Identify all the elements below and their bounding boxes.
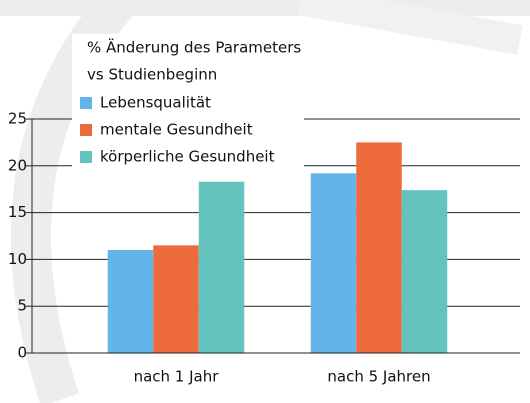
y-tick-label: 5 [17,297,27,315]
y-tick-label: 10 [8,250,27,268]
x-tick-label: nach 1 Jahr [134,368,220,386]
y-tick-label: 15 [8,203,27,221]
bar [198,181,245,353]
bar [153,245,199,353]
legend-title: % Änderung des Parameters [87,38,301,57]
legend-label: körperliche Gesundheit [100,148,275,166]
background-arc [297,0,523,55]
legend-label: Lebensqualität [100,94,211,112]
plot: 0 5 10 15 20 25 nach 1 Jahr nach 5 Jahren [8,110,520,386]
legend-swatch [80,124,92,136]
y-tick-label: 20 [8,156,27,174]
y-tick-label: 25 [8,110,27,128]
y-tick-label: 0 [17,344,27,362]
legend-label: mentale Gesundheit [100,121,253,139]
legend: % Änderung des Parameters vs Studienbegi… [72,34,304,170]
legend-swatch [80,151,92,163]
legend-title: vs Studienbeginn [87,66,217,84]
bar [401,190,448,353]
bar [107,250,154,353]
legend-swatch [80,97,92,109]
bar [310,173,357,353]
bar [356,142,402,353]
x-tick-label: nach 5 Jahren [327,368,430,386]
legend-box [72,34,304,170]
